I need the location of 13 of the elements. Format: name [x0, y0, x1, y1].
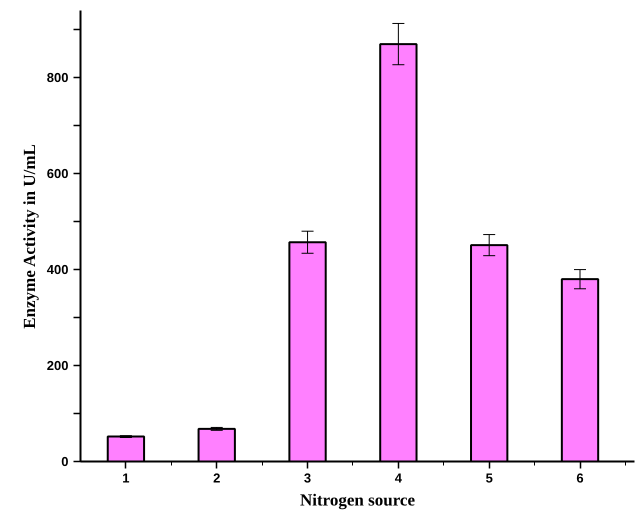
x-axis-title: Nitrogen source — [300, 490, 416, 510]
x-tick-label: 5 — [486, 470, 493, 486]
x-tick-label: 2 — [213, 470, 220, 486]
y-tick-label: 400 — [46, 262, 69, 278]
x-tick-label: 3 — [304, 470, 312, 486]
y-tick-label: 0 — [61, 454, 69, 469]
y-tick-label: 800 — [46, 70, 69, 86]
x-tick-label: 1 — [122, 470, 130, 486]
x-tick-label: 6 — [576, 470, 584, 486]
y-tick-label: 200 — [46, 358, 69, 374]
x-tick-label: 4 — [394, 470, 403, 486]
y-tick-label: 600 — [46, 166, 69, 182]
y-axis-title: Enzyme Activity in U/mL — [20, 144, 39, 329]
